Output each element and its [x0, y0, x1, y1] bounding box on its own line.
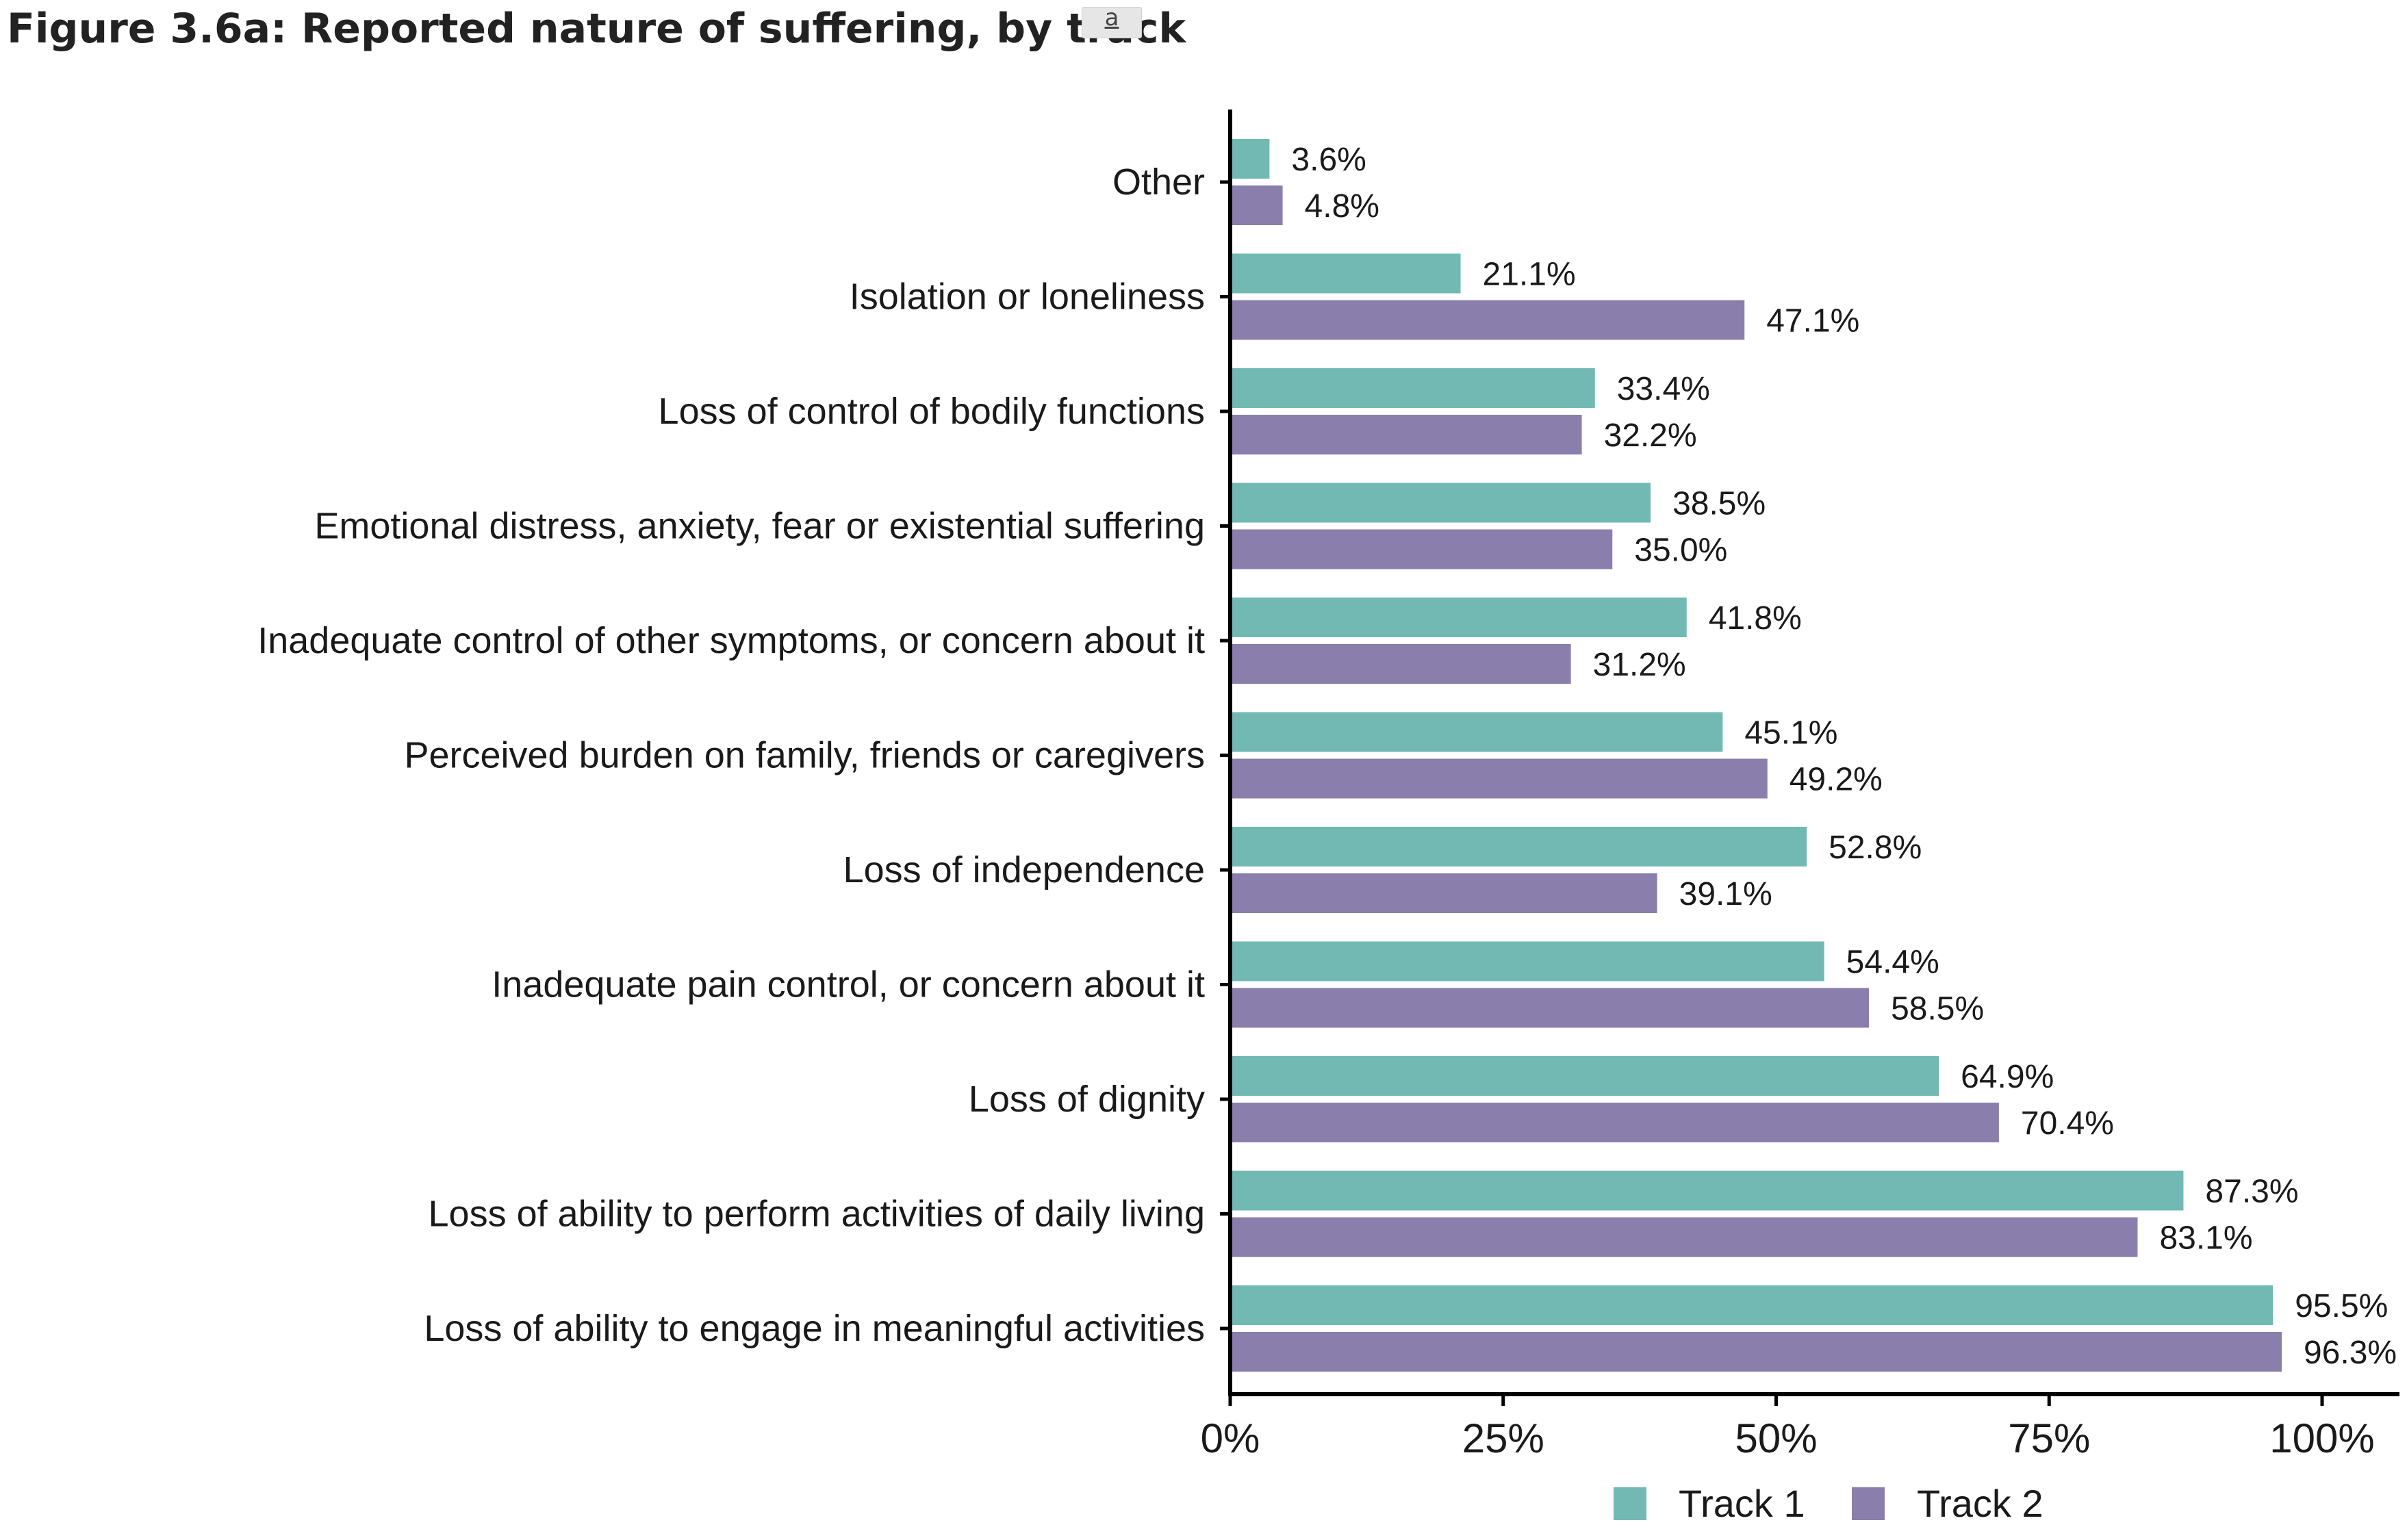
- bar-track-1-inadequate-control-of-other-symptoms-or-concern-about-it: [1230, 598, 1687, 637]
- category-label-loss-of-control-of-bodily-functions: Loss of control of bodily functions: [659, 391, 1205, 432]
- value-label-track-2-perceived-burden-on-family-friends-or-caregivers: 49.2%: [1790, 762, 1883, 798]
- category-label-loss-of-ability-to-perform-activities-of-daily-living: Loss of ability to perform activities of…: [429, 1194, 1205, 1235]
- legend: Track 1 Track 2: [1614, 1482, 2043, 1525]
- value-label-track-1-loss-of-independence: 52.8%: [1829, 830, 1922, 866]
- bar-track-2-inadequate-pain-control-or-concern-about-it: [1230, 988, 1870, 1028]
- bar-track-2-loss-of-dignity: [1230, 1103, 1999, 1142]
- bar-track-2-other: [1230, 185, 1283, 225]
- bar-track-2-perceived-burden-on-family-friends-or-caregivers: [1230, 758, 1768, 799]
- value-label-track-2-loss-of-dignity: 70.4%: [2021, 1105, 2114, 1142]
- legend-label-track-2: Track 2: [1917, 1482, 2043, 1525]
- value-label-track-2-loss-of-ability-to-perform-activities-of-daily-living: 83.1%: [2159, 1220, 2252, 1257]
- bar-track-1-inadequate-pain-control-or-concern-about-it: [1230, 941, 1824, 981]
- bar-track-1-loss-of-control-of-bodily-functions: [1230, 368, 1595, 408]
- value-label-track-2-loss-of-independence: 39.1%: [1679, 876, 1772, 912]
- category-label-emotional-distress-anxiety-fear-or-existential-suffering: Emotional distress, anxiety, fear or exi…: [314, 506, 1205, 547]
- labels-layer: Other 3.6% 4.8% Isolation or loneliness 21.1…: [257, 142, 2397, 1371]
- value-label-track-2-emotional-distress-anxiety-fear-or-existential-suffering: 35.0%: [1634, 532, 1727, 569]
- legend-swatch-track-2: [1852, 1487, 1885, 1520]
- value-label-track-1-loss-of-dignity: 64.9%: [1961, 1059, 2054, 1095]
- legend-label-track-1: Track 1: [1679, 1482, 1805, 1525]
- value-label-track-1-emotional-distress-anxiety-fear-or-existential-suffering: 38.5%: [1672, 486, 1766, 522]
- value-label-track-2-loss-of-ability-to-engage-in-meaningful-activities: 96.3%: [2304, 1335, 2397, 1371]
- category-label-perceived-burden-on-family-friends-or-caregivers: Perceived burden on family, friends or c…: [404, 735, 1205, 776]
- bar-track-1-other: [1230, 139, 1270, 179]
- bar-track-1-loss-of-ability-to-perform-activities-of-daily-living: [1230, 1170, 2184, 1211]
- bar-track-2-inadequate-control-of-other-symptoms-or-concern-about-it: [1230, 644, 1571, 684]
- value-label-track-1-loss-of-control-of-bodily-functions: 33.4%: [1617, 371, 1710, 407]
- value-label-track-2-inadequate-control-of-other-symptoms-or-concern-about-it: 31.2%: [1593, 647, 1686, 683]
- x-tick-label-100: 100%: [2269, 1415, 2374, 1461]
- value-label-track-1-other: 3.6%: [1291, 142, 1366, 178]
- bars-layer: [1230, 139, 2282, 1372]
- value-label-track-2-isolation-or-loneliness: 47.1%: [1766, 303, 1859, 339]
- x-tick-label-25: 25%: [1462, 1415, 1544, 1461]
- bar-track-1-perceived-burden-on-family-friends-or-caregivers: [1230, 712, 1723, 752]
- value-label-track-2-other: 4.8%: [1305, 188, 1379, 224]
- value-label-track-1-inadequate-control-of-other-symptoms-or-concern-about-it: 41.8%: [1709, 600, 1802, 637]
- category-label-loss-of-dignity: Loss of dignity: [969, 1079, 1205, 1120]
- bar-track-2-loss-of-independence: [1230, 873, 1657, 913]
- value-label-track-1-perceived-burden-on-family-friends-or-caregivers: 45.1%: [1744, 715, 1837, 752]
- bar-track-2-emotional-distress-anxiety-fear-or-existential-suffering: [1230, 529, 1613, 569]
- bar-track-1-loss-of-ability-to-engage-in-meaningful-activities: [1230, 1285, 2274, 1325]
- category-label-loss-of-ability-to-engage-in-meaningful-activities: Loss of ability to engage in meaningful …: [424, 1308, 1205, 1349]
- value-label-track-1-inadequate-pain-control-or-concern-about-it: 54.4%: [1846, 945, 1939, 981]
- x-tick-label-75: 75%: [2008, 1415, 2090, 1461]
- bar-track-1-loss-of-independence: [1230, 827, 1807, 867]
- bar-track-2-loss-of-ability-to-perform-activities-of-daily-living: [1230, 1217, 2138, 1257]
- bar-track-2-loss-of-ability-to-engage-in-meaningful-activities: [1230, 1332, 2282, 1372]
- value-label-track-2-inadequate-pain-control-or-concern-about-it: 58.5%: [1891, 991, 1984, 1027]
- category-label-isolation-or-loneliness: Isolation or loneliness: [850, 277, 1205, 318]
- category-label-inadequate-pain-control-or-concern-about-it: Inadequate pain control, or concern abou…: [492, 964, 1205, 1005]
- axes-layer: 0% 25% 50% 75% 100%: [1201, 110, 2399, 1461]
- value-label-track-2-loss-of-control-of-bodily-functions: 32.2%: [1604, 418, 1697, 454]
- bar-track-2-isolation-or-loneliness: [1230, 300, 1745, 340]
- value-label-track-1-isolation-or-loneliness: 21.1%: [1483, 257, 1576, 293]
- category-label-other: Other: [1112, 162, 1205, 203]
- legend-swatch-track-1: [1614, 1487, 1646, 1520]
- category-label-inadequate-control-of-other-symptoms-or-concern-about-it: Inadequate control of other symptoms, or…: [257, 620, 1205, 661]
- x-tick-label-50: 50%: [1735, 1415, 1817, 1461]
- category-label-loss-of-independence: Loss of independence: [843, 849, 1205, 890]
- figure-title: Figure 3.6a: Reported nature of sufferin…: [7, 5, 1186, 53]
- value-label-track-1-loss-of-ability-to-perform-activities-of-daily-living: 87.3%: [2205, 1174, 2298, 1210]
- footnote-link[interactable]: a: [1082, 6, 1142, 38]
- value-label-track-1-loss-of-ability-to-engage-in-meaningful-activities: 95.5%: [2295, 1288, 2388, 1324]
- bar-track-1-isolation-or-loneliness: [1230, 253, 1461, 294]
- x-tick-label-0: 0%: [1201, 1415, 1260, 1461]
- bar-track-1-emotional-distress-anxiety-fear-or-existential-suffering: [1230, 483, 1651, 523]
- bar-track-2-loss-of-control-of-bodily-functions: [1230, 415, 1582, 454]
- bar-track-1-loss-of-dignity: [1230, 1056, 1939, 1096]
